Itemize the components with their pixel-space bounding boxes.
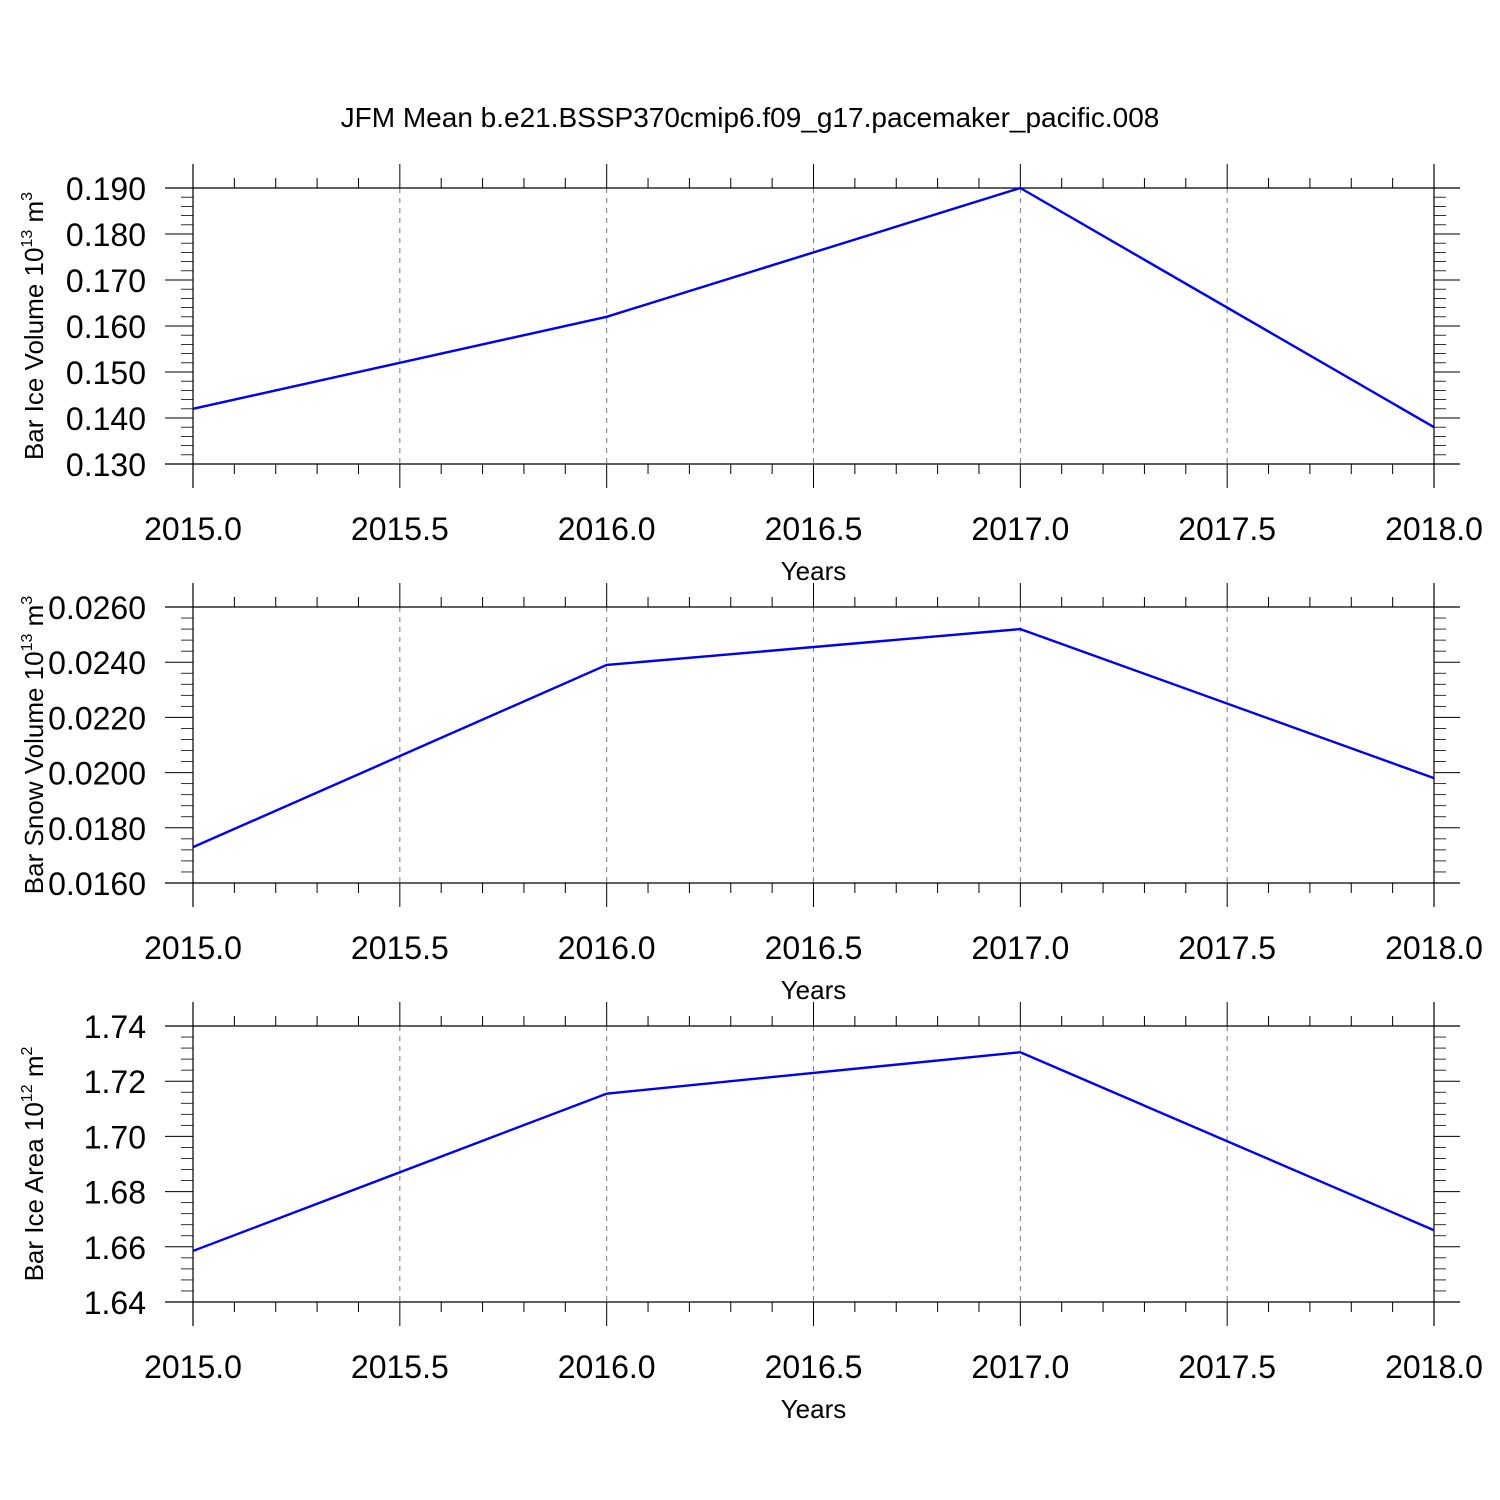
x-tick-label: 2015.5 bbox=[351, 511, 449, 547]
y-tick-label: 0.190 bbox=[66, 171, 146, 207]
panel-2: 0.0160 0.0180 0.0200 0.0220 0.0240 0.0260 2015… bbox=[19, 583, 1483, 1005]
series-line-1 bbox=[192, 186, 1435, 429]
y-tick-label: 1.70 bbox=[84, 1119, 146, 1155]
x-tick-label: 2017.5 bbox=[1178, 511, 1276, 547]
x-tick-label: 2015.0 bbox=[144, 511, 242, 547]
y-tick-label: 1.68 bbox=[84, 1175, 146, 1211]
y-axis-label: Bar Ice Volume 1013 m3 bbox=[19, 192, 49, 460]
y-tick-label: 0.0240 bbox=[48, 645, 146, 681]
y-tick-label: 1.66 bbox=[84, 1230, 146, 1266]
y-tick-label: 0.0220 bbox=[48, 700, 146, 736]
x-tick-label: 2017.0 bbox=[971, 1349, 1069, 1385]
panel-3: 1.64 1.66 1.68 1.70 1.72 1.74 2015.0 2015.5 2016… bbox=[19, 1002, 1483, 1424]
x-tick-label: 2015.5 bbox=[351, 930, 449, 966]
x-axis-label: Years bbox=[781, 1394, 847, 1424]
y-tick-label: 0.160 bbox=[66, 309, 146, 345]
panel-1: 0.130 0.140 0.150 0.160 0.170 0.180 0.190 2015.… bbox=[19, 164, 1483, 586]
x-tick-label: 2016.0 bbox=[558, 1349, 656, 1385]
x-tick-label: 2016.0 bbox=[558, 511, 656, 547]
series-line-1 bbox=[192, 1050, 1435, 1253]
x-tick-label: 2016.5 bbox=[765, 511, 863, 547]
y-tick-label: 0.150 bbox=[66, 355, 146, 391]
x-tick-label: 2016.5 bbox=[765, 1349, 863, 1385]
y-tick-label: 0.170 bbox=[66, 263, 146, 299]
panels: 0.130 0.140 0.150 0.160 0.170 0.180 0.190 2015.… bbox=[19, 164, 1483, 1424]
x-tick-label: 2015.0 bbox=[144, 1349, 242, 1385]
x-tick-label: 2017.0 bbox=[971, 511, 1069, 547]
y-axis-label: Bar Snow Volume 1013 m3 bbox=[19, 596, 49, 895]
x-tick-label: 2016.5 bbox=[765, 930, 863, 966]
y-tick-label: 0.0200 bbox=[48, 756, 146, 792]
y-tick-label: 1.72 bbox=[84, 1064, 146, 1100]
x-axis-label: Years bbox=[781, 556, 847, 586]
x-axis-label: Years bbox=[781, 975, 847, 1005]
x-tick-label: 2015.5 bbox=[351, 1349, 449, 1385]
x-tick-label: 2017.0 bbox=[971, 930, 1069, 966]
y-tick-label: 0.0160 bbox=[48, 866, 146, 902]
y-tick-label: 1.74 bbox=[84, 1009, 146, 1045]
y-tick-label: 0.0260 bbox=[48, 590, 146, 626]
x-tick-label: 2017.5 bbox=[1178, 1349, 1276, 1385]
y-tick-label: 0.180 bbox=[66, 217, 146, 253]
y-tick-label: 1.64 bbox=[84, 1285, 146, 1321]
y-tick-label: 0.0180 bbox=[48, 811, 146, 847]
x-tick-label: 2018.0 bbox=[1385, 511, 1483, 547]
y-tick-label: 0.130 bbox=[66, 447, 146, 483]
x-tick-label: 2016.0 bbox=[558, 930, 656, 966]
figure-title: JFM Mean b.e21.BSSP370cmip6.f09_g17.pace… bbox=[341, 102, 1160, 133]
x-tick-label: 2018.0 bbox=[1385, 930, 1483, 966]
series-line-1 bbox=[192, 627, 1435, 849]
y-axis-label: Bar Ice Area 1012 m2 bbox=[19, 1046, 49, 1281]
x-tick-label: 2017.5 bbox=[1178, 930, 1276, 966]
x-tick-label: 2018.0 bbox=[1385, 1349, 1483, 1385]
x-tick-label: 2015.0 bbox=[144, 930, 242, 966]
y-tick-label: 0.140 bbox=[66, 401, 146, 437]
